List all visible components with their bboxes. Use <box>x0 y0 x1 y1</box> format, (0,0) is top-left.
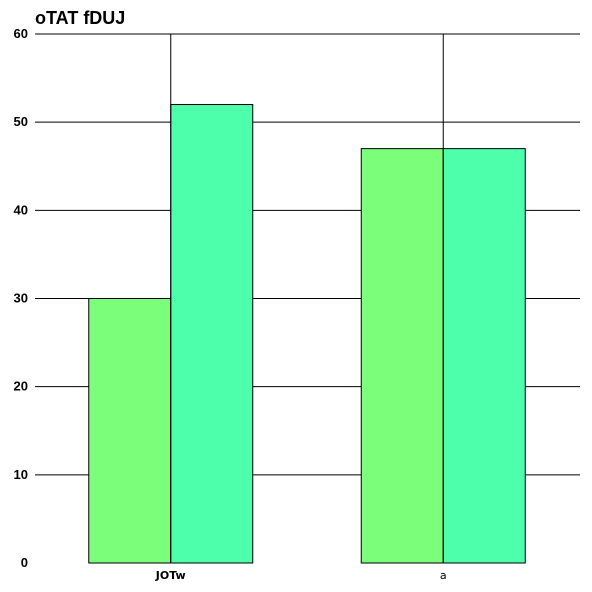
x-tick-label: JOTw <box>155 569 186 582</box>
bar <box>442 148 526 564</box>
x-tick-label: a <box>440 569 447 582</box>
bar <box>88 298 172 564</box>
y-tick-label: 50 <box>14 114 28 129</box>
bar <box>170 104 254 564</box>
chart-title: oTAT fDUJ <box>35 8 125 28</box>
y-axis: 0 10 20 30 40 50 60 <box>14 26 28 570</box>
y-tick-label: 60 <box>14 26 28 41</box>
bar <box>360 148 444 564</box>
y-tick-label: 20 <box>14 379 28 394</box>
bars <box>88 104 526 564</box>
x-axis: JOTw a <box>155 569 447 582</box>
y-tick-label: 0 <box>21 555 28 570</box>
category-lines <box>170 34 444 563</box>
y-tick-label: 40 <box>14 202 28 217</box>
y-tick-label: 30 <box>14 291 28 306</box>
y-tick-label: 10 <box>14 467 28 482</box>
